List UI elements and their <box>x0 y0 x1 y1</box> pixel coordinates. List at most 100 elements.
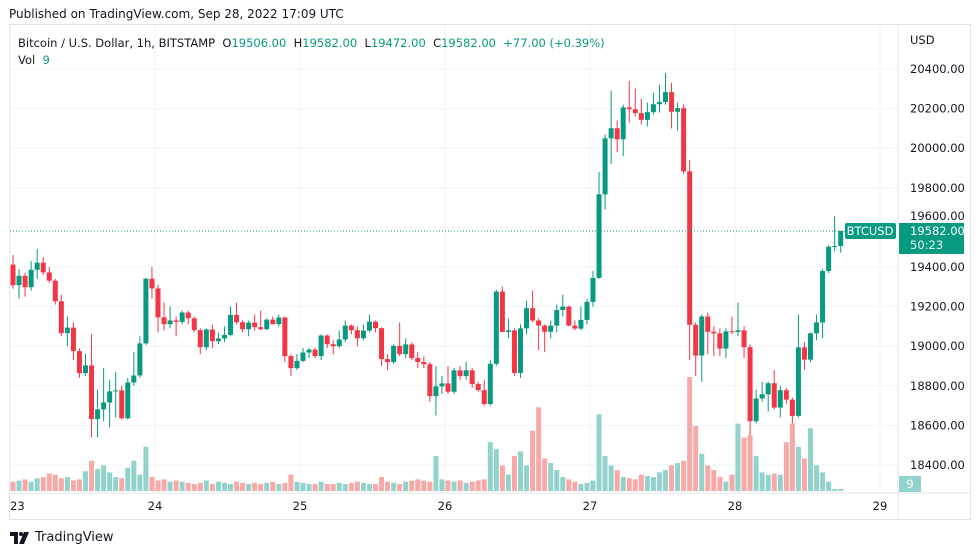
footer-brand[interactable]: TradingView <box>10 530 114 545</box>
candle-body <box>838 230 844 247</box>
candle-body <box>505 330 511 332</box>
volume-bar <box>765 474 771 491</box>
volume-bar <box>28 481 34 491</box>
price-tick-label: 20000.00 <box>910 141 965 155</box>
candle-body <box>632 109 638 114</box>
candle-body <box>161 317 167 325</box>
volume-bar <box>554 470 560 491</box>
countdown-label: 50:23 <box>910 238 943 252</box>
volume-bar <box>113 477 119 491</box>
price-tick-label: 19600.00 <box>910 209 965 223</box>
candle-body <box>808 333 813 360</box>
candle-body <box>663 92 668 103</box>
volume-bar <box>40 477 46 491</box>
volume-bar <box>300 482 306 491</box>
volume-bar <box>415 479 421 491</box>
volume-bar <box>179 481 185 491</box>
candle-body <box>167 320 173 325</box>
volume-bar <box>234 481 240 491</box>
candle-body <box>614 128 620 140</box>
volume-bar <box>826 481 832 491</box>
volume-bar <box>330 484 336 491</box>
candle-body <box>481 390 487 405</box>
candle-body <box>826 246 832 271</box>
volume-bar <box>524 465 530 491</box>
candle-body <box>366 321 372 331</box>
volume-bar <box>663 470 668 491</box>
volume-bar <box>385 481 391 491</box>
candle-body <box>771 383 777 408</box>
candle-body <box>747 347 753 422</box>
volume-bar <box>294 481 300 491</box>
volume-bar <box>228 484 233 491</box>
candle-body <box>421 362 427 365</box>
volume-bar <box>626 478 632 491</box>
volume-bar <box>542 458 548 491</box>
candle-body <box>288 356 294 369</box>
volume-bar <box>342 484 348 491</box>
volume-bar <box>421 480 427 491</box>
volume-bar <box>832 489 838 491</box>
volume-bar <box>324 484 330 491</box>
volume-bar <box>52 474 58 491</box>
date-tick-label: 24 <box>148 499 163 513</box>
volume-bar <box>240 482 246 491</box>
volume-bar <box>614 470 620 491</box>
candle-body <box>801 347 807 360</box>
candle-body <box>28 269 34 288</box>
candle-body <box>735 330 741 332</box>
volume-bar <box>650 477 656 491</box>
candle-body <box>203 329 209 348</box>
volume-bar <box>632 479 638 491</box>
volume-bar <box>536 407 542 491</box>
volume-bar <box>499 465 505 491</box>
volume-bar <box>288 474 294 491</box>
candle-body <box>451 370 457 392</box>
candle-body <box>294 360 300 369</box>
volume-bar <box>403 481 409 491</box>
last-price-tag <box>899 222 964 254</box>
volume-bar <box>548 463 554 491</box>
symbol-tag-label: BTCUSD <box>847 224 894 238</box>
volume-bar <box>58 478 64 491</box>
candle-body <box>95 409 101 420</box>
candle-body <box>58 301 64 334</box>
volume-bar <box>602 456 608 491</box>
volume-bar <box>530 430 536 491</box>
candle-body <box>566 306 572 326</box>
high-label: H <box>293 36 303 50</box>
candle-body <box>656 102 662 105</box>
published-caption: Published on TradingView.com, Sep 28, 20… <box>9 7 344 21</box>
candle-body <box>687 171 693 325</box>
volume-bar <box>221 482 227 491</box>
volume-bar <box>795 446 801 491</box>
candle-body <box>300 352 306 361</box>
candle-body <box>312 349 318 357</box>
candle-body <box>276 317 282 325</box>
candle-body <box>572 325 578 329</box>
volume-bar <box>143 446 149 491</box>
candle-body <box>814 322 820 334</box>
volume-bar <box>699 453 705 491</box>
candle-body <box>530 308 536 321</box>
symbol-description: Bitcoin / U.S. Dollar, 1h, BITSTAMP <box>18 36 216 50</box>
volume-bar <box>264 482 270 491</box>
candle-body <box>185 312 191 319</box>
volume-bar <box>348 482 354 491</box>
price-tick-label: 20400.00 <box>910 62 965 76</box>
volume-bar <box>70 480 76 491</box>
volume-bar <box>276 484 282 491</box>
volume-bar <box>336 482 342 491</box>
candle-body <box>46 272 52 281</box>
candle-body <box>197 330 203 348</box>
candle-body <box>149 278 155 289</box>
close-label: C <box>433 36 442 50</box>
candle-body <box>445 383 451 392</box>
volume-bar <box>173 480 179 491</box>
volume-bar <box>125 467 131 491</box>
candle-body <box>76 351 82 374</box>
last-price-label: 19582.00 <box>910 224 965 238</box>
candle-body <box>397 345 403 355</box>
candle-body <box>89 365 95 420</box>
